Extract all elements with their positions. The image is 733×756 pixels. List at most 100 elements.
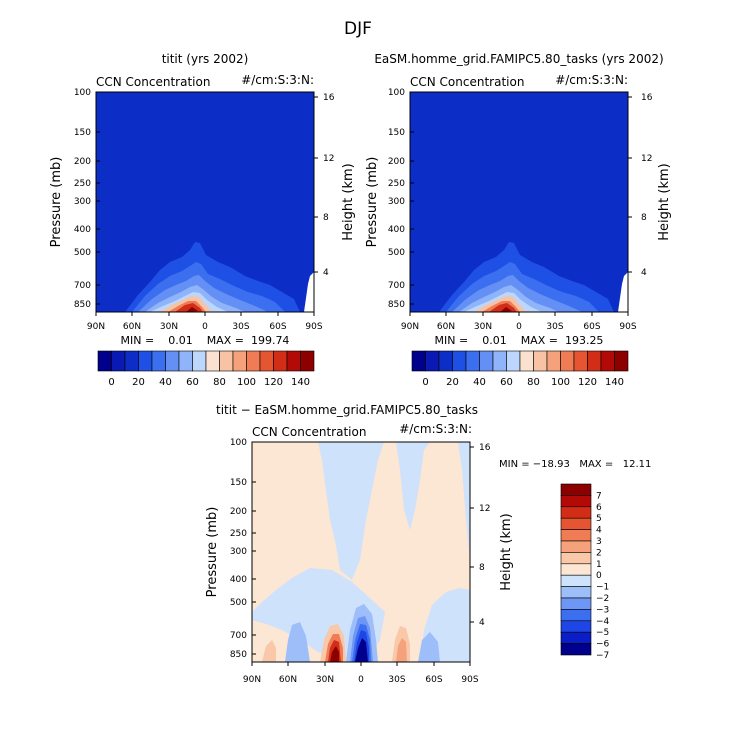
panel-2-colorbar-label: 120 [578, 377, 597, 388]
panel-2-colorbar-label: 40 [473, 377, 486, 388]
panel-2-ytick-850: 850 [388, 300, 405, 310]
panel-1-colorbar-label: 20 [132, 377, 145, 388]
panel-2-colorbar-box [492, 350, 507, 372]
panel-3-colorbar-box [560, 506, 592, 519]
panel-2-xtick-60S: 60S [583, 322, 600, 332]
panel-2-xtick-30S: 30S [546, 322, 563, 332]
panel-1-colorbar-box [219, 350, 234, 372]
panel-2-ylabel-right: Height (km) [657, 163, 672, 240]
panel-3-field [252, 442, 470, 662]
panel-3-field-contours [252, 442, 470, 662]
panel-3-colorbar-label: −5 [596, 628, 609, 638]
panel-1-units: #/cm:S:3:N: [241, 73, 314, 87]
panel-3-ytick-300: 300 [230, 547, 247, 557]
panel-1-ytick-100: 100 [74, 88, 91, 98]
panel-2-stats: MIN = 0.01 MAX = 193.25 [435, 334, 604, 347]
panel-1-colorbar-box [232, 350, 247, 372]
panel-2-tick-marks [409, 91, 632, 316]
panel-2-contour-9 [500, 307, 512, 312]
panel-1-height-16: 16 [323, 93, 335, 103]
panel-3-contour-12 [355, 638, 368, 662]
panel-3: titit − EaSM.homme_grid.FAMIPC5.80_tasks… [205, 403, 651, 685]
panel-2-ytick-700: 700 [388, 281, 405, 291]
panel-1-colorbar-label: 60 [186, 377, 199, 388]
panel-1-colorbar-box [205, 350, 220, 372]
panel-1-tick-marks [95, 91, 318, 316]
panel-2-field-contours [439, 242, 628, 312]
panel-3-xtick-60S: 60S [425, 675, 442, 685]
panel-3-colorbar-label: 1 [596, 560, 602, 570]
panel-3-colorbar-box [560, 586, 592, 599]
panel-3-colorbar-box [560, 540, 592, 553]
panel-1-ytick-250: 250 [74, 179, 91, 189]
panel-3-contour-3 [458, 442, 470, 560]
panel-1-colorbar-label: 120 [264, 377, 283, 388]
panel-1-y-right-ticks: 16 12 8 4 [323, 93, 335, 278]
panel-3-contour-8 [418, 632, 440, 662]
panel-3-colorbar-label: 5 [596, 514, 602, 524]
panel-1-xtick-60N: 60N [123, 322, 141, 332]
panel-2-colorbar-box [587, 350, 602, 372]
panel-1-xtick-30S: 30S [232, 322, 249, 332]
panel-2-colorbar-box [519, 350, 534, 372]
panel-3-colorbar-box [560, 620, 592, 633]
panel-1-colorbar-box [97, 350, 112, 372]
panel-1-colorbar-box [300, 350, 315, 372]
panel-3-colorbar-box [560, 574, 592, 587]
panel-3-colorbar-label: −6 [596, 640, 610, 650]
panel-1-colorbar-box [286, 350, 301, 372]
panel-3-colorbar-box [560, 495, 592, 508]
panel-2-field [410, 92, 628, 312]
panel-2-colorbar-box [425, 350, 440, 372]
panel-1-title: titit (yrs 2002) [162, 52, 249, 66]
panel-2-ytick-500: 500 [388, 248, 405, 258]
panel-1-variable: CCN Concentration [96, 75, 210, 89]
panel-3-colorbar-label: −3 [596, 605, 609, 615]
panel-1-colorbar-box [246, 350, 261, 372]
panel-1-xtick-0: 0 [202, 322, 208, 332]
panel-3-stats: MIN = −18.93 MAX = 12.11 [499, 459, 651, 470]
panel-2-variable: CCN Concentration [410, 75, 524, 89]
panel-1-stats: MIN = 0.01 MAX = 199.74 [121, 334, 290, 347]
panel-2-colorbar-box [533, 350, 548, 372]
panel-2-colorbar-box [465, 350, 480, 372]
panel-2-xtick-90S: 90S [619, 322, 636, 332]
panel-2-colorbar-box [479, 350, 494, 372]
panel-3-height-8: 8 [479, 563, 485, 573]
panel-1-colorbar-label: 40 [159, 377, 172, 388]
panel-2-colorbar-box [573, 350, 588, 372]
panel-1-colorbar-label: 100 [237, 377, 256, 388]
panel-1-colorbar-box [192, 350, 207, 372]
panel-2-colorbar-box [411, 350, 426, 372]
panel-1-ylabel: Pressure (mb) [49, 157, 64, 248]
panel-3-ytick-500: 500 [230, 598, 247, 608]
panel-2-colorbar-label: 140 [605, 377, 624, 388]
panel-3-units: #/cm:S:3:N: [399, 422, 472, 436]
panel-2-ytick-100: 100 [388, 88, 405, 98]
panel-3-height-4: 4 [479, 618, 485, 628]
panel-3-colorbar-box [560, 631, 592, 644]
panel-3-xtick-30S: 30S [388, 675, 405, 685]
panel-1-xtick-60S: 60S [269, 322, 286, 332]
panel-1-colorbar-box [165, 350, 180, 372]
panel-1-colorbar-box [151, 350, 166, 372]
panel-1-height-4: 4 [323, 268, 329, 278]
panel-2-colorbar-box [560, 350, 575, 372]
panel-3-contour-16 [330, 646, 339, 662]
panel-2-ylabel: Pressure (mb) [365, 157, 380, 248]
panel-3-ytick-700: 700 [230, 631, 247, 641]
panel-3-title: titit − EaSM.homme_grid.FAMIPC5.80_tasks [216, 403, 478, 417]
panel-3-ytick-250: 250 [230, 529, 247, 539]
panel-1-ytick-850: 850 [74, 300, 91, 310]
panel-2-colorbar-box [546, 350, 561, 372]
panel-2-ytick-400: 400 [388, 225, 405, 235]
panel-2-colorbar-box [614, 350, 629, 372]
panel-1-ytick-700: 700 [74, 281, 91, 291]
panel-1: titit (yrs 2002) CCN Concentration #/cm:… [49, 52, 356, 388]
panel-1-ytick-200: 200 [74, 157, 91, 167]
panel-1-contour-9 [186, 307, 198, 312]
panel-2-colorbar-label: 0 [422, 377, 428, 388]
panel-1-x-ticks: 90N 60N 30N 0 30S 60S 90S [87, 322, 323, 332]
panel-3-contour-1 [318, 442, 384, 580]
panel-3-colorbar-label: 2 [596, 548, 602, 558]
